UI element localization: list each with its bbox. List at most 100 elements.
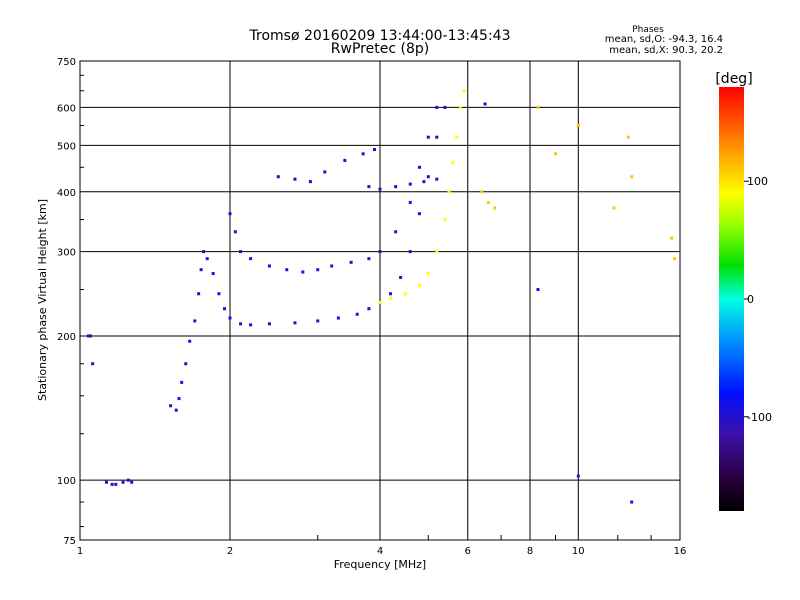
colorbar — [719, 87, 744, 511]
data-point — [174, 408, 178, 412]
x-tick-label: 6 — [465, 546, 471, 557]
data-point — [493, 206, 497, 210]
x-tick-label: 4 — [377, 546, 383, 557]
x-tick-label: 10 — [572, 546, 585, 557]
data-point — [403, 292, 407, 296]
data-point — [184, 362, 188, 366]
trace-group — [86, 334, 95, 366]
data-point — [435, 105, 439, 109]
data-point — [367, 257, 371, 261]
data-point — [630, 175, 634, 179]
data-point — [394, 230, 398, 234]
data-point — [217, 292, 221, 296]
data-point — [188, 339, 192, 343]
data-point — [486, 200, 490, 204]
data-point — [576, 124, 580, 128]
data-point — [367, 307, 371, 311]
data-point — [355, 312, 359, 316]
trace-group — [480, 105, 677, 261]
data-point — [308, 180, 312, 184]
data-point — [316, 319, 320, 323]
data-point — [378, 300, 382, 304]
data-point — [553, 152, 557, 156]
data-point — [417, 283, 421, 287]
data-point — [455, 135, 459, 139]
data-point — [426, 272, 430, 276]
data-point — [389, 292, 393, 296]
data-point — [480, 190, 484, 194]
axis-ticks — [80, 74, 652, 540]
stats-line-x: mean, sd,X: 90.3, 20.2 — [609, 45, 723, 56]
data-point — [536, 105, 540, 109]
data-point — [576, 474, 580, 478]
trace-group — [104, 478, 134, 486]
data-point — [228, 212, 232, 216]
y-tick-label: 200 — [57, 332, 76, 343]
data-point — [435, 250, 439, 254]
data-point — [239, 322, 243, 326]
data-point — [233, 230, 237, 234]
x-tick-label: 2 — [227, 546, 233, 557]
colorbar-tick-label: 0 — [747, 293, 754, 306]
data-point — [177, 397, 181, 401]
data-point — [343, 158, 347, 162]
trace-group — [169, 105, 447, 412]
data-point — [417, 165, 421, 169]
data-point — [86, 334, 90, 338]
data-point — [202, 250, 206, 254]
data-point — [223, 307, 227, 311]
y-tick-label: 600 — [57, 103, 76, 114]
colorbar-tick-label: 100 — [747, 175, 768, 188]
trace-group — [276, 148, 377, 184]
data-point — [435, 177, 439, 181]
data-point — [536, 288, 540, 292]
data-point — [249, 257, 253, 261]
y-tick-label: 750 — [57, 57, 76, 68]
x-tick-labels: 1 2 4 6 8 10 16 — [77, 546, 687, 557]
data-point — [91, 362, 95, 366]
data-point — [417, 212, 421, 216]
data-point — [180, 380, 184, 384]
data-point — [205, 257, 209, 261]
data-point — [316, 268, 320, 272]
data-point — [626, 135, 630, 139]
data-point — [443, 218, 447, 222]
data-point — [394, 185, 398, 189]
data-point — [330, 264, 334, 268]
y-tick-label: 75 — [63, 536, 76, 547]
data-point — [673, 257, 677, 261]
data-point — [389, 296, 393, 300]
x-tick-label: 16 — [674, 546, 687, 557]
data-point — [399, 275, 403, 279]
data-point — [612, 206, 616, 210]
data-point — [276, 175, 280, 179]
data-point — [114, 482, 118, 486]
data-point — [408, 250, 412, 254]
data-point — [361, 152, 365, 156]
data-point — [301, 270, 305, 274]
data-point — [197, 292, 201, 296]
data-point — [228, 316, 232, 320]
x-axis-label: Frequency [MHz] — [334, 558, 426, 571]
data-point — [323, 170, 327, 174]
data-point — [336, 316, 340, 320]
data-point — [422, 180, 426, 184]
y-tick-labels: 75 100 200 300 400 500 600 750 — [57, 57, 76, 547]
data-point — [267, 322, 271, 326]
data-point — [285, 268, 289, 272]
data-point — [447, 190, 451, 194]
data-point — [199, 268, 203, 272]
data-point — [483, 102, 487, 106]
data-point — [670, 236, 674, 240]
x-tick-label: 8 — [527, 546, 533, 557]
data-point — [378, 250, 382, 254]
data-point — [367, 185, 371, 189]
data-point — [239, 250, 243, 254]
y-tick-label: 400 — [57, 188, 76, 199]
chart-subtitle: RwPretec (8p) — [331, 41, 429, 57]
data-point — [408, 200, 412, 204]
data-point — [249, 323, 253, 327]
y-tick-label: 500 — [57, 141, 76, 152]
trace-group — [378, 89, 466, 304]
